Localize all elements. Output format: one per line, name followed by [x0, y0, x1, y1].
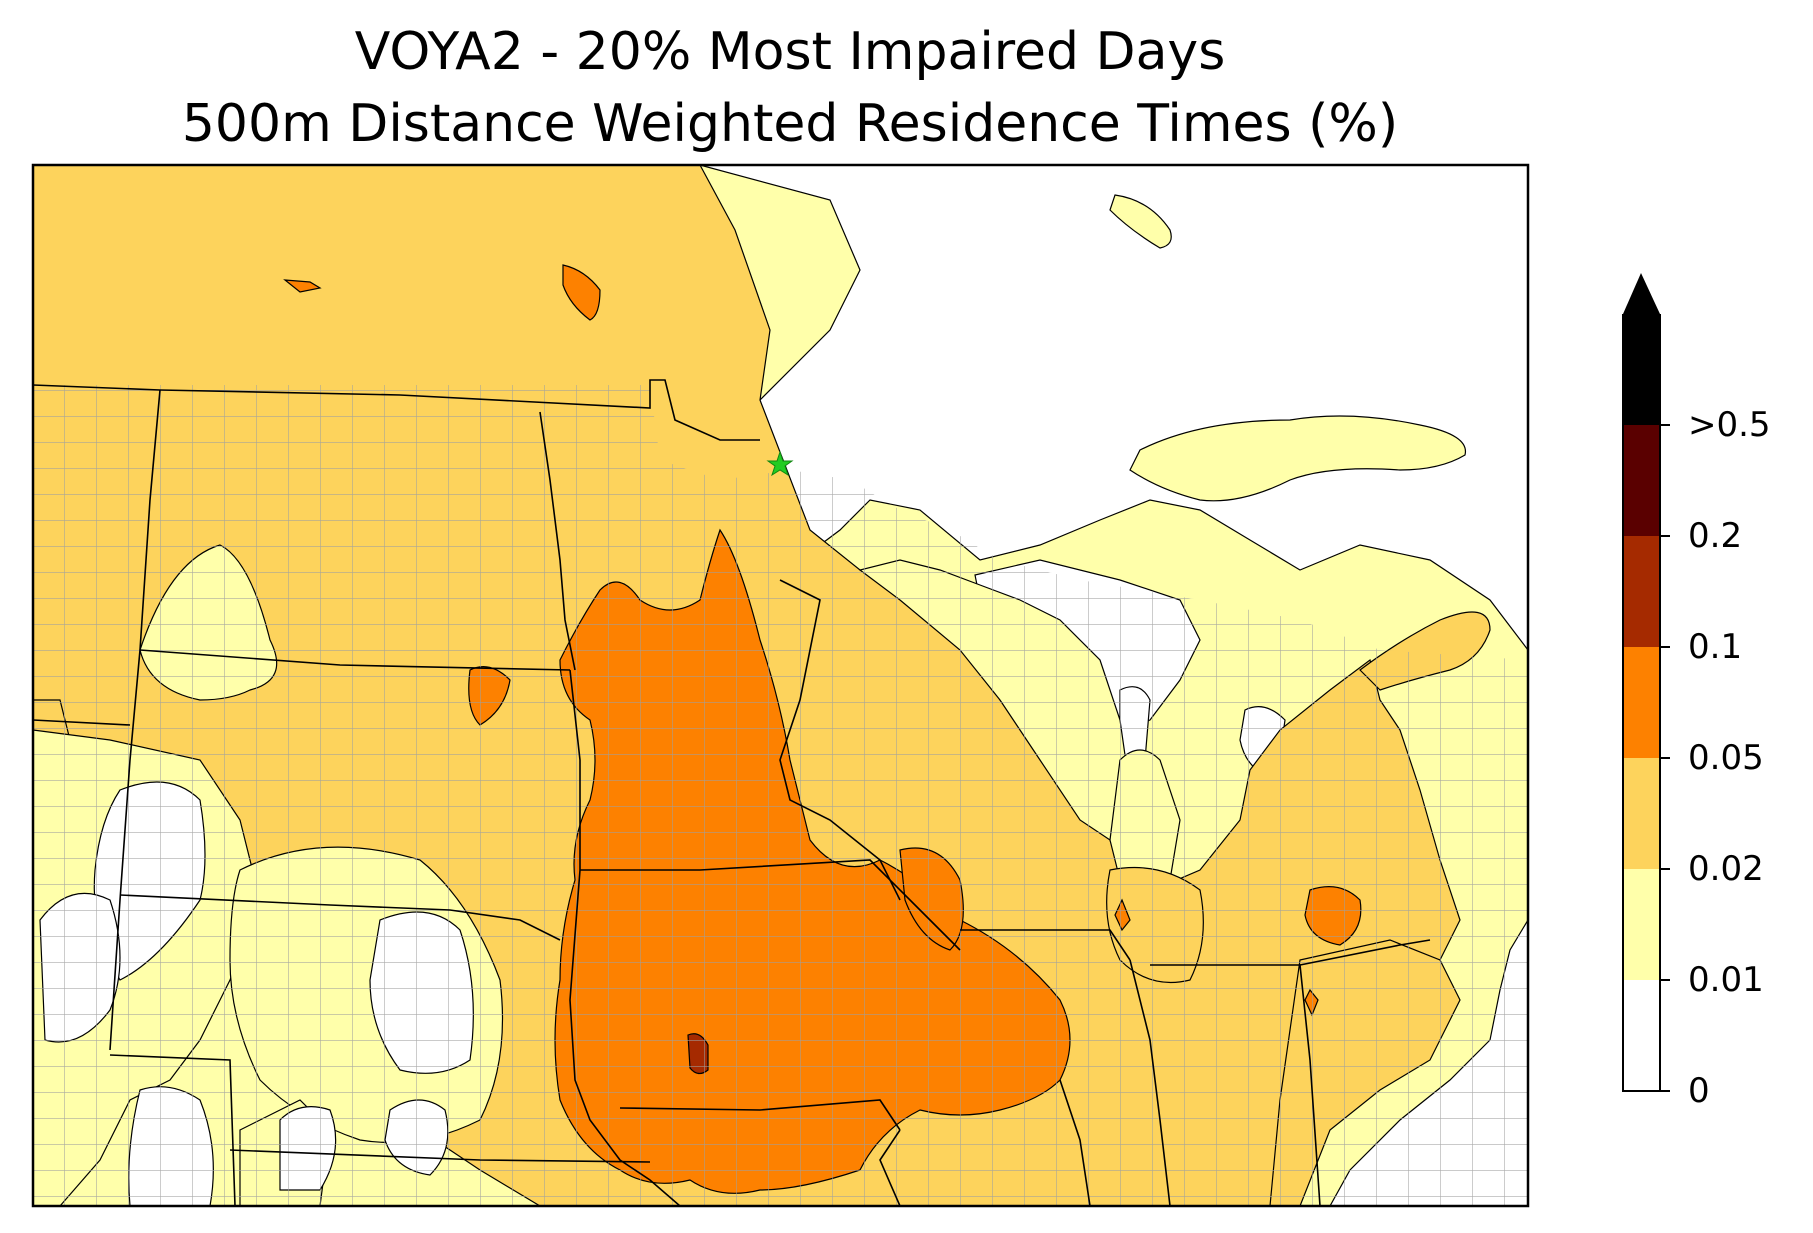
colorbar-band-0	[1623, 980, 1660, 1091]
contour-layer	[33, 165, 1528, 1206]
colorbar	[1622, 273, 1670, 1092]
site-star-marker	[766, 450, 794, 477]
region-north-patch	[1109, 194, 1172, 249]
colorbar-band-2	[1623, 758, 1660, 869]
colorbar-band-3	[1623, 647, 1660, 758]
map-title-line-1: VOYA2 - 20% Most Impaired Days	[354, 22, 1226, 82]
colorbar-extend-arrow	[1623, 273, 1660, 314]
colorbar-label-0: 0	[1688, 1071, 1710, 1111]
region-lake-superior	[699, 165, 1528, 651]
colorbar-label-2: 0.02	[1688, 849, 1764, 889]
state-boundaries	[33, 379, 1431, 1206]
map-title-line-2: 500m Distance Weighted Residence Times (…	[181, 94, 1399, 154]
colorbar-band-1	[1623, 869, 1660, 980]
colorbar-band-4	[1623, 536, 1660, 647]
colorbar-band-6	[1623, 314, 1660, 425]
region-canada-high-1	[562, 264, 601, 321]
colorbar-ticks	[1660, 424, 1670, 1092]
region-lake-island	[1129, 415, 1467, 502]
colorbar-label-3: 0.05	[1688, 738, 1764, 778]
colorbar-outline	[1622, 314, 1661, 1092]
map-frame	[31, 163, 1530, 1208]
county-grid	[33, 385, 1528, 1206]
colorbar-label-5: 0.2	[1688, 516, 1743, 556]
colorbar-band-5	[1623, 425, 1660, 536]
colorbar-label-4: 0.1	[1688, 627, 1743, 667]
colorbar-label-1: 0.01	[1688, 960, 1764, 1000]
region-canada-high-2	[283, 279, 322, 293]
colorbar-label-6: >0.5	[1688, 405, 1771, 445]
